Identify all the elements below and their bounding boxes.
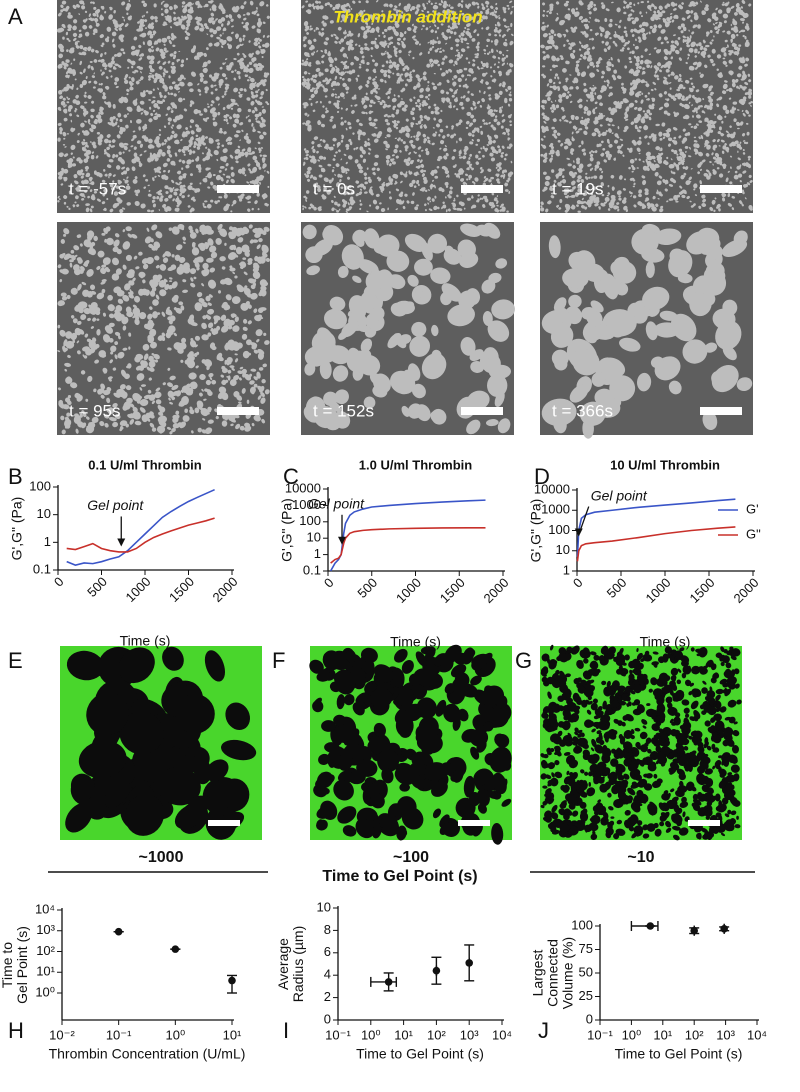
speck [508, 172, 512, 177]
speck [664, 103, 669, 108]
image-layer [56, 0, 754, 845]
speck [466, 112, 471, 116]
speck [125, 226, 131, 231]
speck [339, 77, 341, 79]
speck [682, 161, 685, 163]
speck [602, 148, 605, 151]
speck [109, 338, 114, 343]
speck [331, 67, 335, 72]
speck [666, 82, 669, 85]
speck [414, 206, 418, 210]
speck [193, 145, 196, 148]
speck [231, 167, 234, 170]
speck [733, 51, 738, 55]
speck [493, 11, 496, 13]
speck [321, 170, 324, 172]
speck [552, 44, 555, 46]
speck [507, 133, 509, 136]
speck [257, 14, 260, 17]
speck [197, 156, 200, 160]
speck [606, 151, 610, 156]
speck [737, 128, 740, 130]
speck [745, 14, 748, 16]
speck [607, 84, 609, 87]
speck [570, 86, 574, 89]
speck [646, 64, 650, 67]
speck [384, 70, 388, 73]
speck [641, 15, 643, 17]
speck [635, 63, 639, 67]
speck [133, 101, 137, 106]
speck [302, 76, 305, 78]
speck [247, 400, 250, 404]
speck [242, 257, 246, 260]
speck [458, 122, 461, 125]
speck [62, 296, 67, 300]
speck [264, 72, 267, 75]
